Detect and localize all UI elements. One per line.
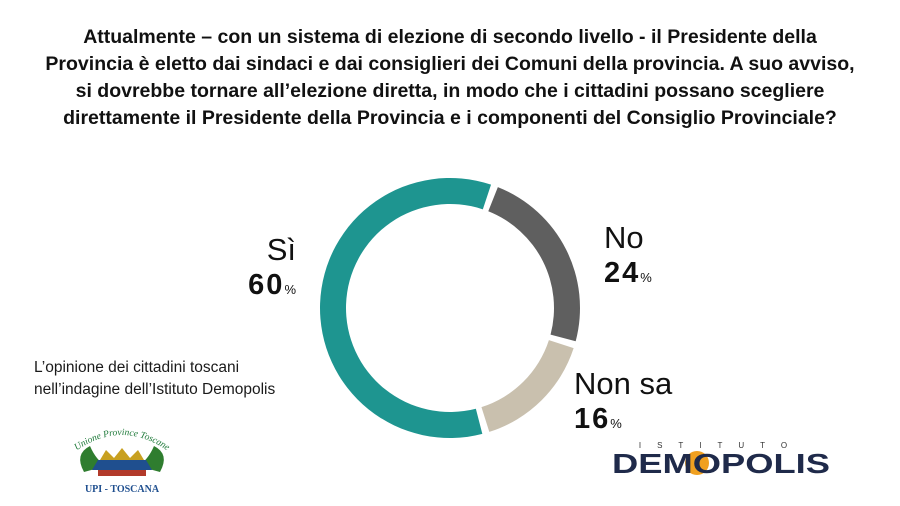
question-line: direttamente il Presidente della Provinc… [63,107,837,129]
label-si: Sì 60% [226,232,296,307]
label-non-sa-name: Non sa [574,366,673,401]
label-si-value: 60% [248,269,296,301]
label-no-name: No [604,220,644,255]
svg-text:ISTITUTO: ISTITUTO [639,441,803,450]
upi-toscana-logo: Unione Province Toscane UPI - TOSCANA [73,428,171,495]
label-no: No 24% [604,220,652,295]
donut-slice-s- [319,177,492,438]
question-line: Attualmente – con un sistema di elezione… [83,26,817,48]
donut-slice-no [488,187,580,342]
question-line: si dovrebbe tornare all’elezione diretta… [75,80,825,102]
label-non-sa: Non sa 16% [574,366,672,441]
svg-text:UPI - TOSCANA: UPI - TOSCANA [85,484,160,495]
question-text: Attualmente – con un sistema di elezione… [0,24,900,132]
demopolis-logo: ISTITUTO DEMOPOLIS [612,441,830,479]
label-non-sa-value: 16% [574,403,622,435]
donut-slice-non-sa [481,340,574,432]
donut-chart [319,177,580,438]
caption-line: nell’indagine dell’Istituto Demopolis [34,381,276,398]
question-line: Provincia è eletto dai sindaci e dai con… [45,53,855,75]
label-si-name: Sì [266,232,296,267]
survey-caption: L’opinione dei cittadini toscani nell’in… [34,357,275,401]
caption-line: L’opinione dei cittadini toscani [34,359,240,376]
label-no-value: 24% [604,257,652,289]
svg-text:DEMOPOLIS: DEMOPOLIS [612,448,830,479]
